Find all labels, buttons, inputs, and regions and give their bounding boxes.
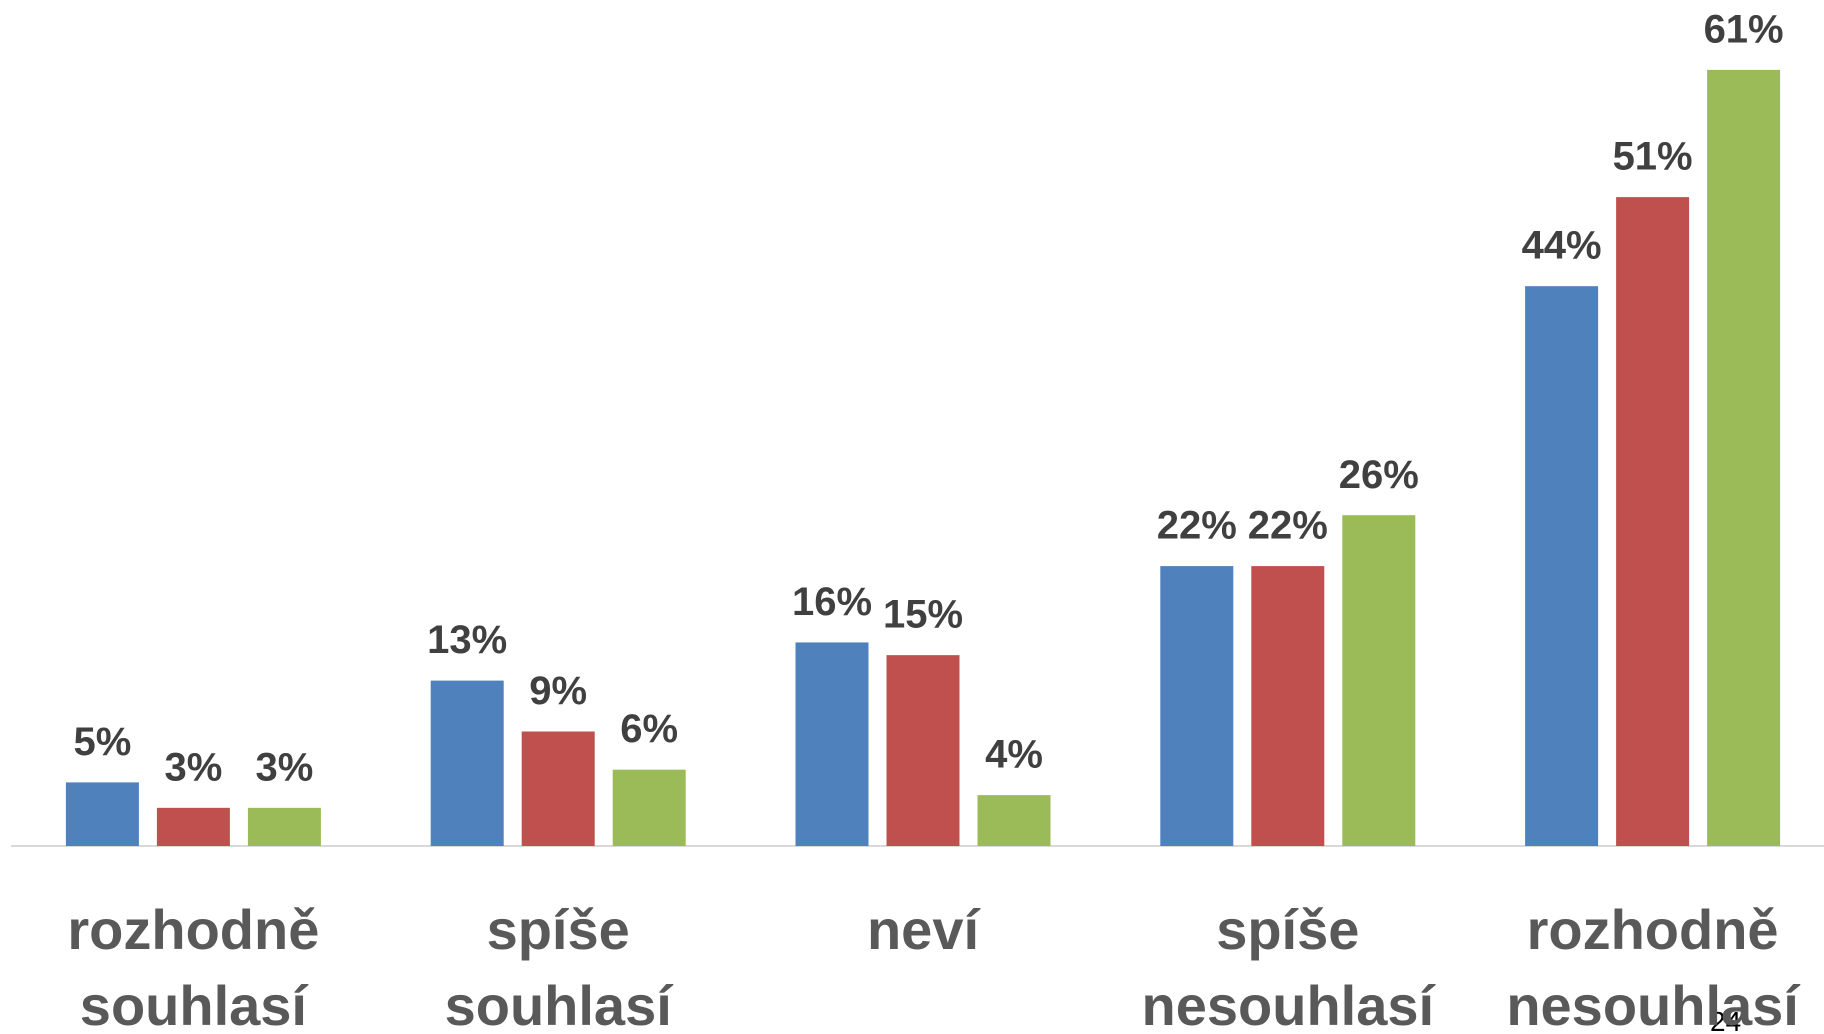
bar: [886, 655, 960, 846]
data-label: 15%: [883, 593, 963, 637]
bar: [612, 769, 686, 846]
x-tick-label: spíše souhlasí: [444, 898, 672, 1034]
bar: [521, 731, 595, 846]
bar: [1525, 286, 1599, 847]
data-label: 3%: [255, 745, 313, 789]
bar: [1616, 197, 1690, 847]
data-label: 22%: [1248, 504, 1328, 548]
bar: [247, 807, 321, 846]
page-number: 24: [1710, 1006, 1742, 1034]
bar: [1160, 566, 1234, 846]
bar: [795, 642, 869, 846]
bar: [65, 782, 139, 846]
bar: [1707, 69, 1781, 846]
data-label: 26%: [1339, 453, 1419, 497]
data-label: 3%: [164, 745, 222, 789]
bar: [1342, 515, 1416, 846]
x-tick-label: spíše nesouhlasí: [1141, 898, 1435, 1034]
data-label: 51%: [1613, 135, 1693, 179]
bar: [977, 795, 1051, 846]
data-label: 22%: [1157, 504, 1237, 548]
x-tick-label: rozhodně nesouhlasí: [1506, 898, 1799, 1034]
data-label: 4%: [985, 733, 1043, 777]
data-label: 6%: [620, 707, 678, 751]
x-tick-label: rozhodně souhlasí: [67, 898, 320, 1034]
data-label: 61%: [1704, 7, 1784, 51]
data-label: 16%: [792, 580, 872, 624]
data-label: 13%: [427, 618, 507, 662]
bar: [1251, 566, 1325, 846]
bar: [430, 680, 504, 846]
data-label: 44%: [1522, 224, 1602, 268]
bar: [156, 807, 230, 846]
data-label: 9%: [529, 669, 587, 713]
x-tick-label: neví: [866, 898, 980, 961]
data-label: 5%: [73, 720, 131, 764]
